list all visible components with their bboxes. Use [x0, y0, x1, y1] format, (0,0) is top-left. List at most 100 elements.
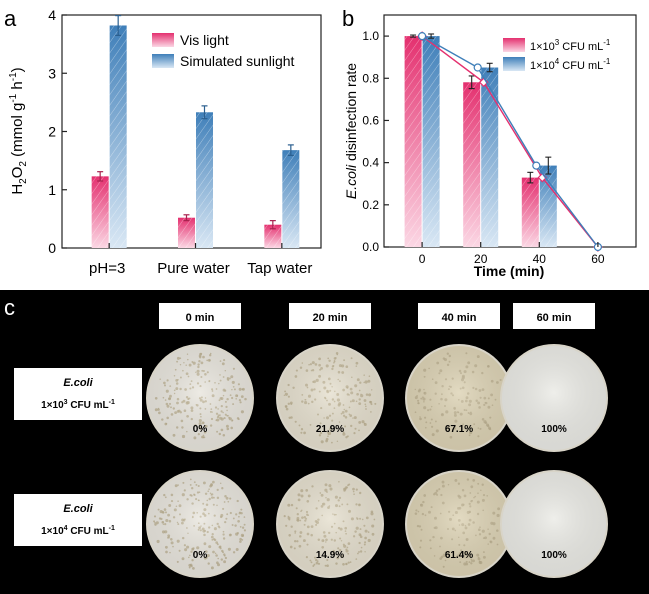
error-bar: [545, 156, 552, 175]
petri-plate: 67.1%: [405, 344, 513, 452]
time-label-box: [289, 303, 371, 329]
plate-shade: [502, 472, 606, 576]
time-label-box: [418, 303, 500, 329]
ytick-label: 1: [48, 182, 56, 198]
chart-a-ylabel: H2O2 (mmol g-1 h-1): [8, 67, 29, 194]
chart-b-bars: [404, 31, 603, 252]
xtick-label: 0: [419, 252, 426, 266]
bar-hatch: [282, 150, 300, 248]
chart-b-legend: 1×103 CFU mL-1 1×104 CFU mL-1: [503, 38, 611, 72]
error-bar: [115, 14, 122, 36]
xtick-label: pH=3: [89, 260, 125, 277]
petri-plate: 21.9%: [276, 344, 384, 452]
row-label-box: [14, 494, 142, 546]
bar-hatch: [521, 177, 539, 247]
row-label-organism: E.coli: [63, 377, 93, 389]
plate-shade: [502, 346, 606, 450]
chart-b-ylabel: E.coli disinfection rate: [343, 63, 359, 199]
chart-b: 0.0 0.2 0.4 0.6 0.8 1.0 0 20 40 60 E.coli disinf…: [343, 14, 637, 279]
series-line: [421, 35, 599, 248]
chart-a-legend: Vis light Simulated sunlight: [152, 32, 295, 69]
row-label-concentration: 1×104 CFU mL-1: [41, 525, 115, 537]
ytick-label: 0.2: [362, 198, 379, 212]
ytick-label: 4: [48, 7, 56, 23]
ytick-label: 0.6: [362, 113, 379, 127]
bar-hatch: [481, 67, 499, 248]
row-label-box: [14, 368, 142, 420]
time-labels: 0 min 20 min 40 min 60 min: [159, 303, 595, 329]
disinfection-rate-label: 100%: [541, 424, 567, 435]
time-label-box: [513, 303, 595, 329]
error-bar: [183, 214, 190, 222]
petri-plate: 0%: [146, 470, 254, 578]
petri-plate: 14.9%: [276, 470, 384, 578]
xtick-label: 60: [591, 252, 605, 266]
disinfection-rate-label: 67.1%: [445, 424, 473, 435]
xtick-label: Tap water: [247, 260, 312, 277]
chart-a-yaxis: 0 1 2 3 4: [48, 7, 67, 256]
disinfection-rate-label: 14.9%: [316, 550, 344, 561]
time-label: 40 min: [442, 312, 477, 324]
legend-label-vis: Vis light: [180, 32, 229, 48]
plate-shade: [148, 346, 252, 450]
chart-b-frame: [383, 14, 637, 248]
ytick-label: 1.0: [362, 29, 379, 43]
xtick-label: 40: [533, 252, 547, 266]
ytick-label: 0: [48, 240, 56, 256]
plate-row: E.coli 1×104 CFU mL-1 0% 14.9% 61.4% 100%: [14, 470, 608, 578]
row-label: E.coli 1×104 CFU mL-1: [14, 494, 142, 546]
legend-swatch-1e4: [503, 57, 525, 71]
error-bar: [410, 34, 417, 38]
legend-label-sunlight: Simulated sunlight: [180, 53, 295, 69]
legend-swatch-1e3: [503, 38, 525, 52]
ytick-label: 0.0: [362, 240, 379, 254]
plate-shade: [407, 346, 511, 450]
time-label: 0 min: [186, 312, 215, 324]
petri-plate: 100%: [500, 344, 608, 452]
chart-b-yaxis: 0.0 0.2 0.4 0.6 0.8 1.0: [362, 29, 389, 254]
plate-shade: [278, 472, 382, 576]
series-line: [421, 35, 599, 248]
error-bar: [428, 33, 435, 39]
ytick-label: 3: [48, 65, 56, 81]
disinfection-rate-label: 21.9%: [316, 424, 344, 435]
error-bar: [201, 105, 208, 120]
petri-plate: 100%: [500, 470, 608, 578]
plate-shade: [148, 472, 252, 576]
error-bar: [486, 62, 493, 73]
plate-shade: [278, 346, 382, 450]
disinfection-rate-label: 61.4%: [445, 550, 473, 561]
legend-swatch-vis: [152, 33, 174, 47]
series-marker: [417, 31, 427, 41]
ytick-label: 0.4: [362, 156, 379, 170]
series-marker: [532, 161, 541, 170]
legend-label-1e3: 1×103 CFU mL-1: [530, 38, 611, 53]
ytick-label: 0.8: [362, 71, 379, 85]
error-bar: [269, 220, 276, 230]
legend-swatch-sunlight: [152, 54, 174, 68]
petri-plate: 0%: [146, 344, 254, 452]
error-bar: [287, 144, 294, 156]
bar-hatch: [404, 36, 422, 247]
row-label-concentration: 1×103 CFU mL-1: [41, 399, 115, 411]
ytick-label: 2: [48, 124, 56, 140]
panel-letter-c: c: [4, 295, 15, 320]
legend-label-1e4: 1×104 CFU mL-1: [530, 57, 611, 72]
error-bar: [97, 171, 104, 182]
bar-hatch: [422, 36, 440, 247]
plate-row: E.coli 1×103 CFU mL-1 0% 21.9% 67.1% 100%: [14, 344, 608, 452]
chart-a-bars: [91, 14, 300, 248]
bar-hatch: [109, 25, 127, 248]
chart-b-xlabel: Time (min): [474, 263, 545, 279]
bar-hatch: [463, 82, 481, 247]
panel-letter-b: b: [342, 6, 354, 31]
disinfection-rate-label: 0%: [193, 424, 208, 435]
plate-shade: [407, 472, 511, 576]
time-label: 20 min: [313, 312, 348, 324]
bar-hatch: [264, 224, 282, 248]
xtick-label: Pure water: [157, 260, 230, 277]
chart-b-xaxis: 0 20 40 60: [419, 242, 605, 266]
series-marker: [473, 63, 482, 72]
photo-panel: c 0 min 20 min 40 min 60 min E.coli 1×103 CF…: [0, 290, 649, 594]
